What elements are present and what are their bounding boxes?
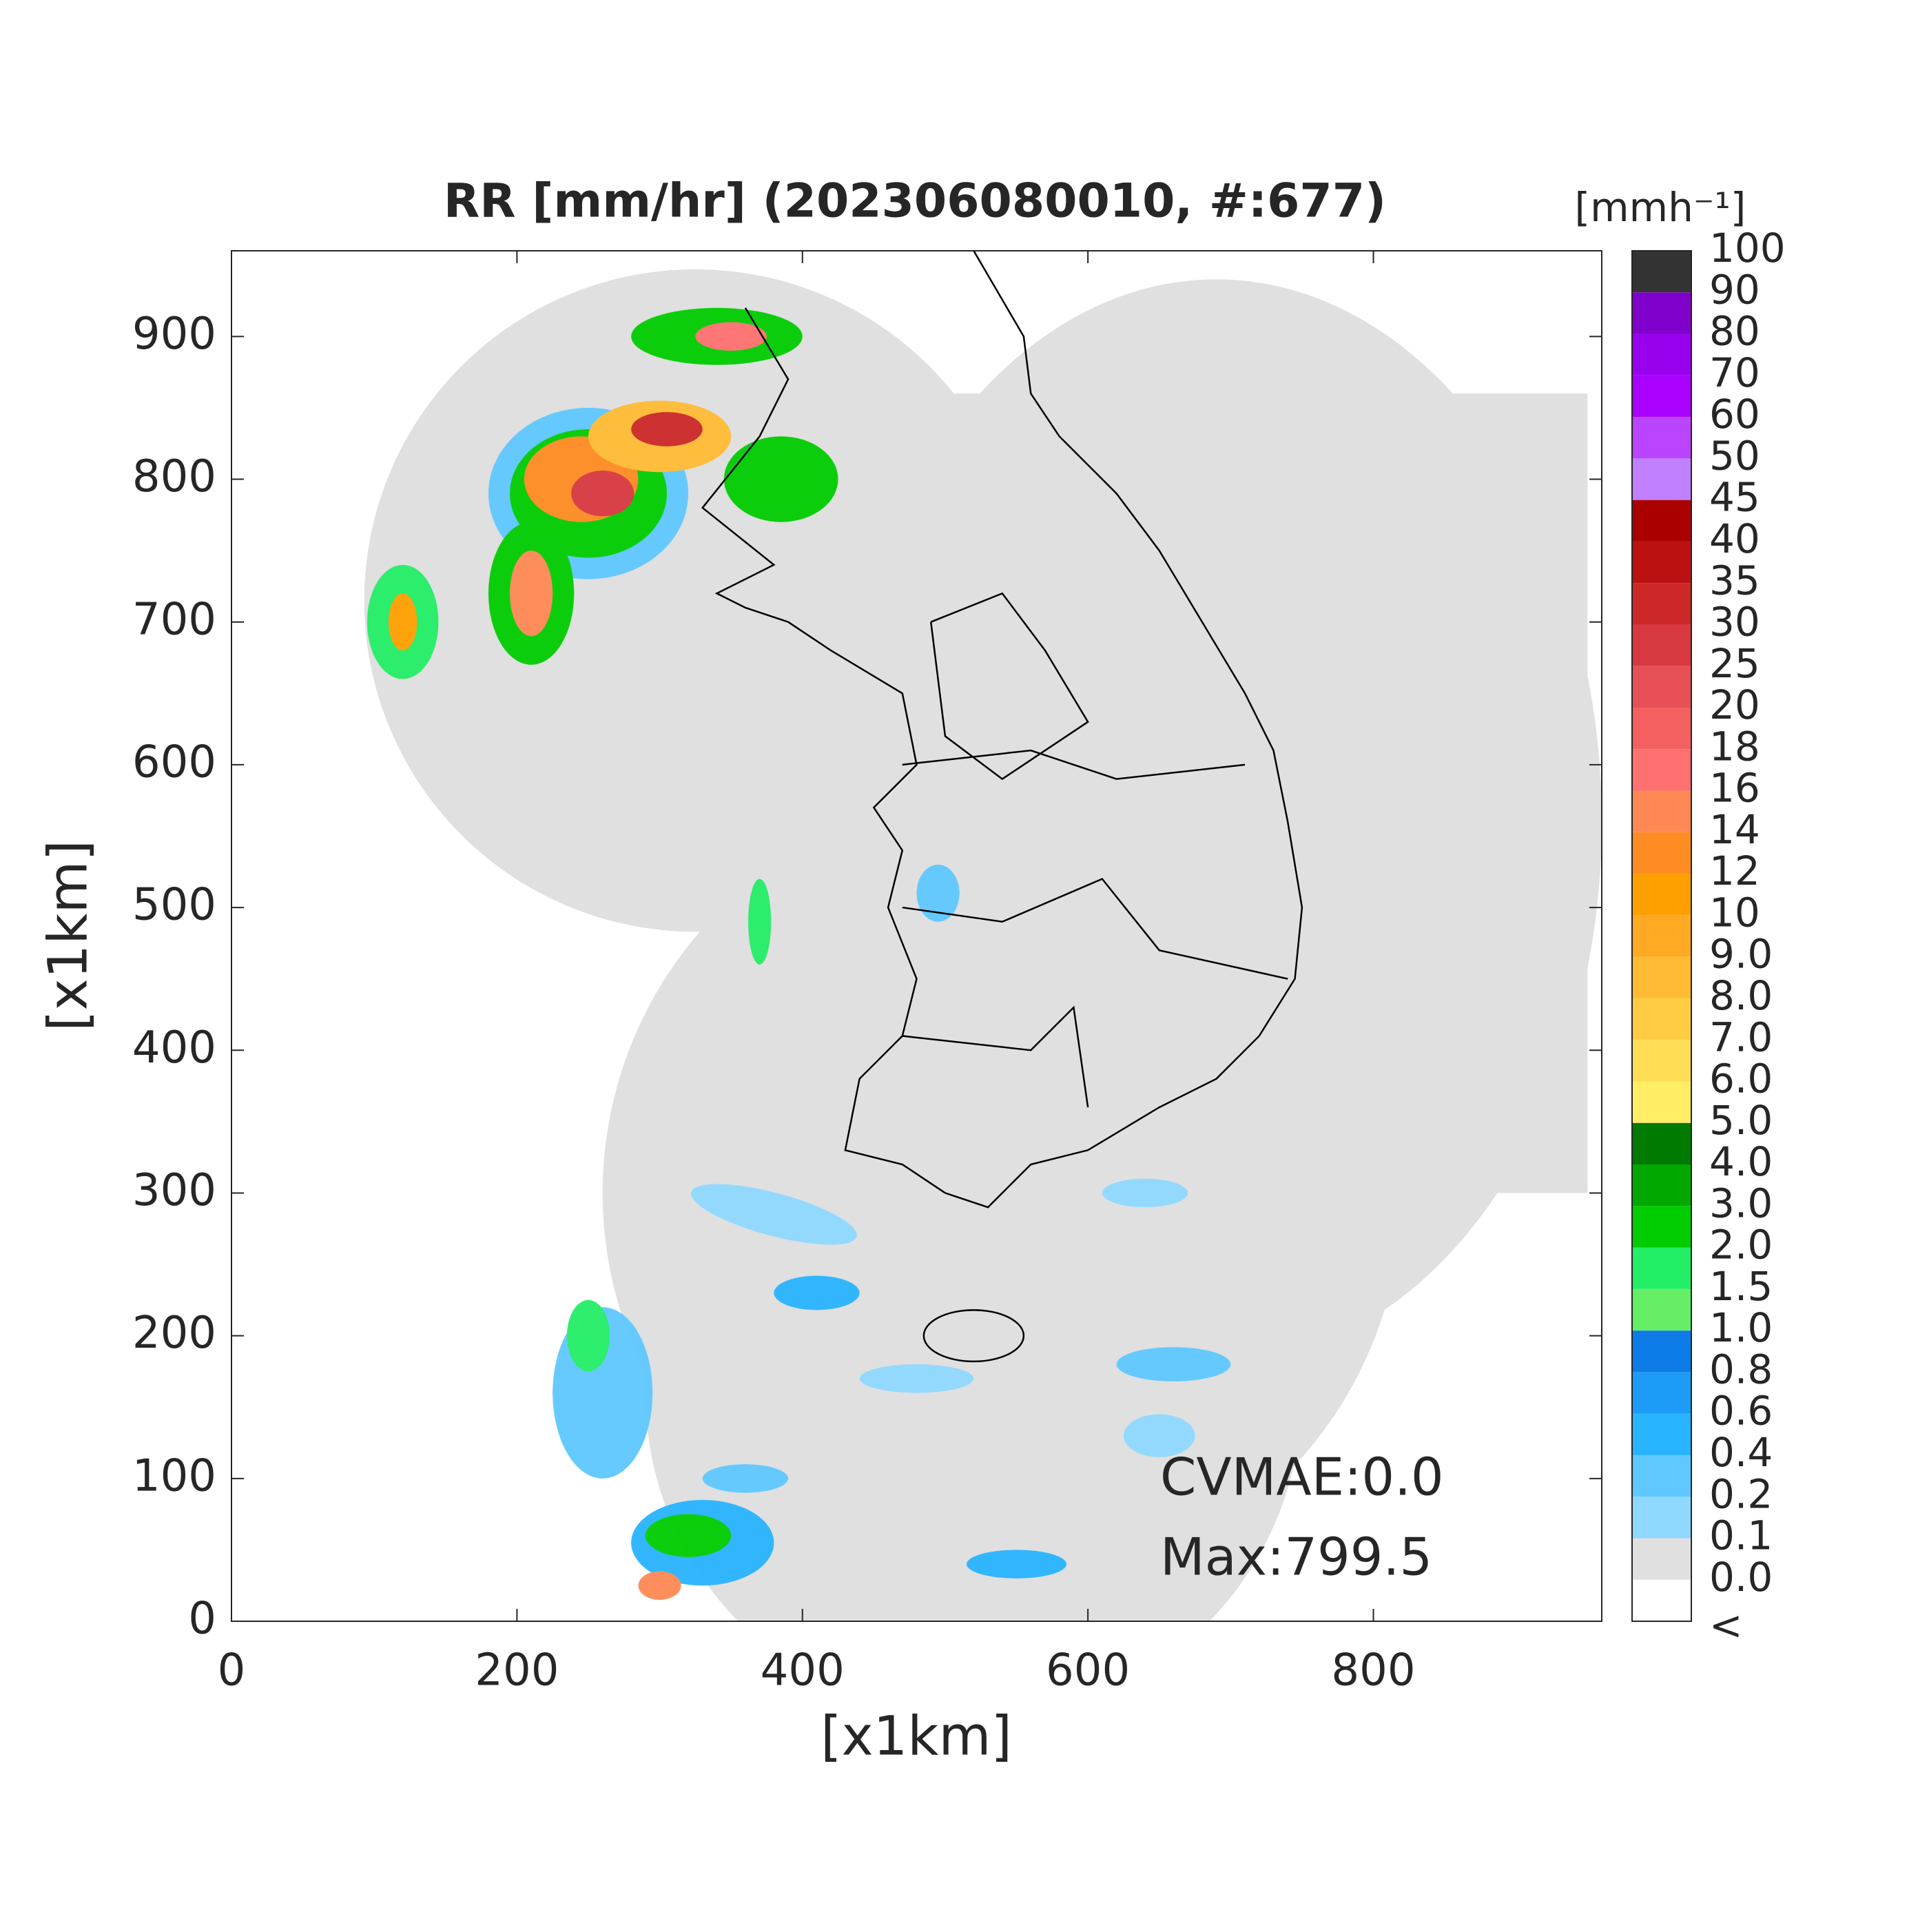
colorbar-tick-label: 60 xyxy=(1709,391,1760,438)
colorbar-segment xyxy=(1632,1413,1691,1455)
colorbar-segment xyxy=(1632,915,1691,957)
y-tick-label: 200 xyxy=(132,1308,216,1359)
colorbar-segment xyxy=(1632,749,1691,791)
colorbar-segment xyxy=(1632,1288,1691,1331)
colorbar-segment xyxy=(1632,1122,1691,1164)
colorbar-segment xyxy=(1632,1081,1691,1123)
colorbar-tick-label: 70 xyxy=(1709,349,1760,396)
colorbar-tick-label: 25 xyxy=(1709,640,1760,687)
colorbar-segment xyxy=(1632,790,1691,832)
colorbar-segment xyxy=(1632,375,1691,418)
colorbar-segment xyxy=(1632,1247,1691,1289)
colorbar-segment xyxy=(1632,1372,1691,1414)
colorbar-segment xyxy=(1632,1538,1691,1580)
colorbar-tick-label: 4.0 xyxy=(1709,1138,1773,1185)
colorbar-tick-label: < xyxy=(1709,1602,1743,1649)
colorbar-segment xyxy=(1632,1330,1691,1373)
colorbar-tick-label: 5.0 xyxy=(1709,1097,1773,1144)
colorbar-segment xyxy=(1632,666,1691,708)
colorbar-tick-label: 45 xyxy=(1709,474,1760,521)
colorbar-tick-label: 1.0 xyxy=(1709,1304,1773,1351)
x-axis-label: [x1km] xyxy=(821,1705,1012,1767)
colorbar-segment xyxy=(1632,1579,1691,1621)
y-tick-label: 100 xyxy=(132,1450,216,1501)
annotation: Max:799.5 xyxy=(1160,1527,1432,1587)
colorbar-tick-label: 0.2 xyxy=(1709,1470,1773,1517)
colorbar-segment xyxy=(1632,956,1691,998)
colorbar-segment xyxy=(1632,292,1691,334)
colorbar-segment xyxy=(1632,1455,1691,1497)
colorbar-tick-label: 35 xyxy=(1709,557,1760,604)
precipitation xyxy=(367,307,1231,1600)
colorbar-segment xyxy=(1632,1206,1691,1248)
colorbar-tick-label: 80 xyxy=(1709,308,1760,355)
colorbar-tick-label: 40 xyxy=(1709,515,1760,562)
colorbar-tick-label: 16 xyxy=(1709,765,1760,812)
y-tick-label: 300 xyxy=(132,1165,216,1216)
y-axis-label: [x1km] xyxy=(37,840,99,1031)
colorbar-tick-label: 0.8 xyxy=(1709,1346,1773,1393)
x-tick-label: 400 xyxy=(761,1645,845,1696)
y-tick-label: 700 xyxy=(132,594,216,645)
colorbar-segment xyxy=(1632,333,1691,376)
colorbar-tick-label: 90 xyxy=(1709,266,1760,313)
colorbar-tick-label: 30 xyxy=(1709,599,1760,646)
y-tick-label: 900 xyxy=(132,309,216,360)
annotation: CVMAE:0.0 xyxy=(1160,1447,1444,1508)
colorbar-tick-label: 1.5 xyxy=(1709,1263,1773,1310)
colorbar-tick-label: 10 xyxy=(1709,889,1760,936)
coastline xyxy=(701,251,1303,1363)
colorbar-segment xyxy=(1632,1040,1691,1082)
colorbar-segment xyxy=(1632,500,1691,542)
colorbar-tick-label: 18 xyxy=(1709,723,1760,770)
colorbar-segment xyxy=(1632,583,1691,625)
x-tick-label: 200 xyxy=(475,1645,559,1696)
colorbar-segment xyxy=(1632,832,1691,874)
y-tick-label: 0 xyxy=(188,1594,216,1645)
colorbar-tick-label: 0.1 xyxy=(1709,1512,1773,1559)
axes-frame xyxy=(231,250,1602,1622)
y-tick-label: 500 xyxy=(132,880,216,931)
colorbar-tick-label: 14 xyxy=(1709,806,1760,853)
radar-coverage xyxy=(364,269,1602,1621)
colorbar-segment xyxy=(1632,1164,1691,1206)
colorbar-segment xyxy=(1632,1497,1691,1539)
colorbar-tick-label: 3.0 xyxy=(1709,1180,1773,1226)
x-tick-label: 600 xyxy=(1046,1645,1130,1696)
y-tick-label: 400 xyxy=(132,1022,216,1073)
colorbar-tick-label: 6.0 xyxy=(1709,1056,1773,1102)
colorbar-frame xyxy=(1631,250,1692,1622)
y-tick-label: 800 xyxy=(132,451,216,502)
colorbar-segment xyxy=(1632,251,1691,293)
x-tick-label: 800 xyxy=(1331,1645,1415,1696)
colorbar-tick-label: 12 xyxy=(1709,847,1760,894)
colorbar-segment xyxy=(1632,624,1691,666)
colorbar-tick-label: 2.0 xyxy=(1709,1222,1773,1268)
colorbar-tick-label: 20 xyxy=(1709,681,1760,728)
colorbar-tick-label: 0.6 xyxy=(1709,1388,1773,1435)
y-tick-label: 600 xyxy=(132,737,216,788)
colorbar-tick-label: 50 xyxy=(1709,432,1760,479)
colorbar-label: [mmh⁻¹] xyxy=(1575,184,1746,231)
colorbar-tick-label: 0.4 xyxy=(1709,1429,1773,1476)
colorbar-tick-label: 7.0 xyxy=(1709,1014,1773,1060)
colorbar-tick-label: 9.0 xyxy=(1709,931,1773,978)
colorbar-segment xyxy=(1632,417,1691,459)
colorbar-segment xyxy=(1632,998,1691,1040)
colorbar-tick-label: 100 xyxy=(1709,225,1786,271)
colorbar-segment xyxy=(1632,458,1691,500)
colorbar-tick-label: 0.0 xyxy=(1709,1554,1773,1601)
colorbar-tick-label: 8.0 xyxy=(1709,972,1773,1019)
colorbar-segment xyxy=(1632,874,1691,916)
x-tick-label: 0 xyxy=(218,1645,246,1696)
colorbar-segment xyxy=(1632,541,1691,584)
colorbar-segment xyxy=(1632,708,1691,750)
chart-title: RR [mm/hr] (202306080010, #:677) xyxy=(444,174,1386,229)
radar-map xyxy=(364,251,1602,1621)
